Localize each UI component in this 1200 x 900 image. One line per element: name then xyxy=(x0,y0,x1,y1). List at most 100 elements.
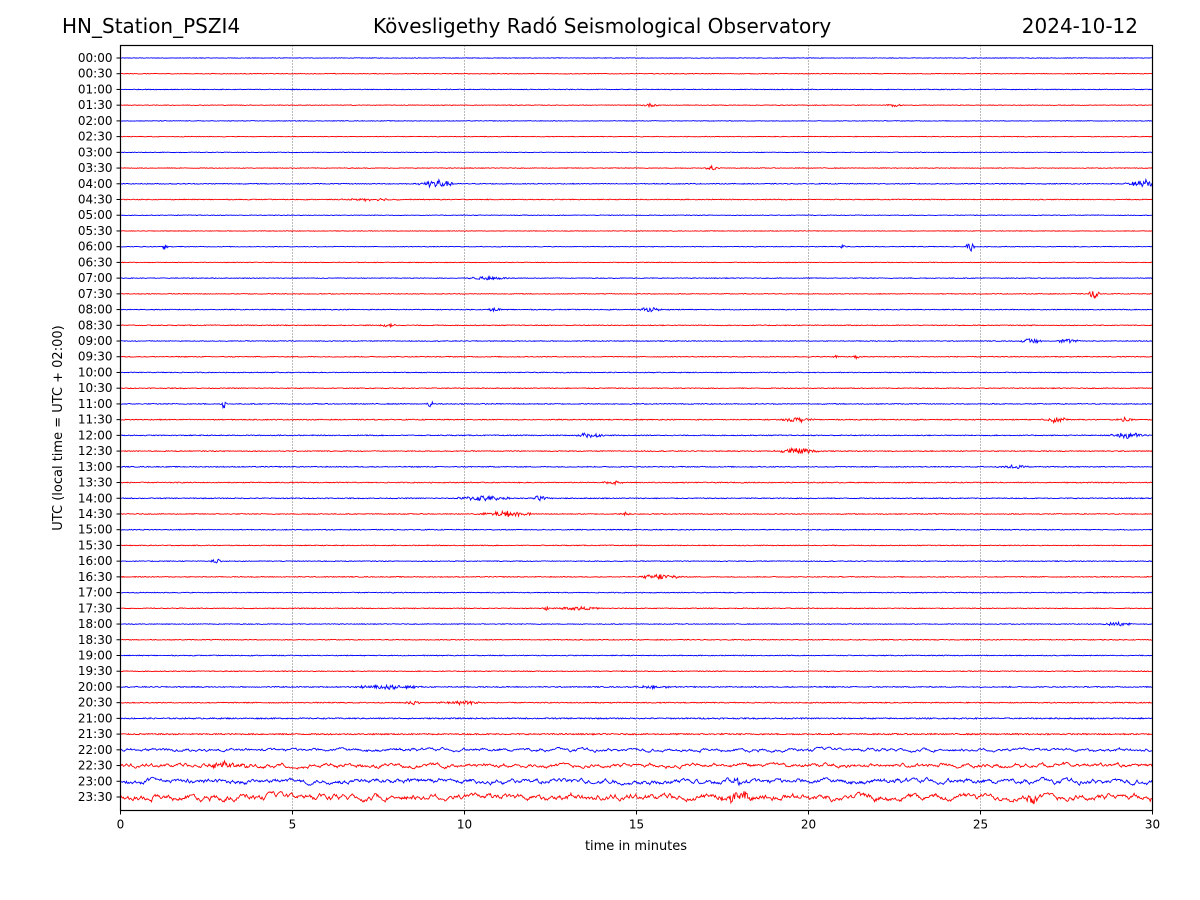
y-tick-label: 18:00 xyxy=(78,617,113,631)
y-tick-label: 11:30 xyxy=(78,413,113,427)
y-tick-label: 15:30 xyxy=(78,538,113,552)
trace-2300 xyxy=(120,776,1153,787)
y-tick-label: 22:30 xyxy=(78,759,113,773)
y-tick-label: 03:30 xyxy=(78,161,113,175)
x-tick-label: 25 xyxy=(973,818,988,832)
trace-1330 xyxy=(120,480,1153,487)
trace-2030 xyxy=(120,699,1153,707)
trace-1630 xyxy=(120,573,1153,581)
trace-0900 xyxy=(120,338,1153,344)
y-tick-label: 13:00 xyxy=(78,460,113,474)
trace-2200 xyxy=(120,746,1153,754)
x-tick-label: 0 xyxy=(117,818,125,832)
y-tick-label: 11:00 xyxy=(78,397,113,411)
y-tick-label: 13:30 xyxy=(78,476,113,490)
y-tick-label: 12:00 xyxy=(78,428,113,442)
x-axis-label: time in minutes xyxy=(585,839,687,854)
trace-0630 xyxy=(120,261,1153,264)
trace-2100 xyxy=(120,717,1153,720)
x-tick-label: 10 xyxy=(457,818,472,832)
trace-0700 xyxy=(120,275,1153,281)
trace-1230 xyxy=(120,446,1153,455)
grid-lines xyxy=(292,45,981,811)
y-tick-label: 21:30 xyxy=(78,727,113,741)
y-tick-label: 18:30 xyxy=(78,633,113,647)
trace-0800 xyxy=(120,306,1153,313)
trace-1100 xyxy=(120,400,1153,410)
trace-1800 xyxy=(120,620,1153,627)
trace-0230 xyxy=(120,135,1153,138)
trace-0000 xyxy=(120,57,1153,59)
y-tick-label: 01:30 xyxy=(78,98,113,112)
y-tick-label: 20:30 xyxy=(78,696,113,710)
trace-1600 xyxy=(120,558,1153,564)
trace-1430 xyxy=(120,509,1153,518)
y-tick-label: 14:00 xyxy=(78,491,113,505)
y-tick-label: 23:00 xyxy=(78,774,113,788)
y-tick-label: 04:30 xyxy=(78,193,113,207)
y-tick-label: 02:00 xyxy=(78,114,113,128)
y-tick-label: 00:30 xyxy=(78,67,113,81)
y-tick-label: 23:30 xyxy=(78,790,113,804)
y-tick-label: 08:30 xyxy=(78,318,113,332)
chart-title: Kövesligethy Radó Seismological Observat… xyxy=(373,14,832,38)
trace-1400 xyxy=(120,495,1153,502)
trace-0400 xyxy=(120,177,1153,189)
x-tick-label: 20 xyxy=(801,818,816,832)
y-tick-label: 06:30 xyxy=(78,255,113,269)
trace-1030 xyxy=(120,387,1153,390)
trace-2330 xyxy=(120,790,1153,805)
y-tick-label: 02:30 xyxy=(78,130,113,144)
trace-0200 xyxy=(120,120,1153,122)
y-tick-label: 01:00 xyxy=(78,82,113,96)
trace-0330 xyxy=(120,164,1153,171)
y-tick-label: 17:00 xyxy=(78,586,113,600)
y-tick-label: 10:00 xyxy=(78,365,113,379)
trace-1930 xyxy=(120,670,1153,673)
trace-1130 xyxy=(120,416,1153,425)
trace-1300 xyxy=(120,464,1153,469)
y-tick-label: 04:00 xyxy=(78,177,113,191)
trace-0530 xyxy=(120,230,1153,232)
trace-0930 xyxy=(120,354,1153,361)
trace-1500 xyxy=(120,528,1153,531)
trace-0100 xyxy=(120,88,1153,91)
trace-1200 xyxy=(120,432,1153,440)
trace-2230 xyxy=(120,759,1153,770)
y-tick-label: 19:00 xyxy=(78,648,113,662)
trace-1900 xyxy=(120,654,1153,657)
y-tick-label: 06:00 xyxy=(78,240,113,254)
y-tick-label: 07:30 xyxy=(78,287,113,301)
trace-0030 xyxy=(120,72,1153,75)
y-tick-label: 16:30 xyxy=(78,570,113,584)
trace-0600 xyxy=(120,242,1153,253)
x-tick-label: 5 xyxy=(289,818,297,832)
station-name: HN_Station_PSZI4 xyxy=(62,14,241,38)
trace-0730 xyxy=(120,291,1153,300)
y-tick-label: 10:30 xyxy=(78,381,113,395)
trace-0300 xyxy=(120,151,1153,154)
y-tick-label: 17:30 xyxy=(78,601,113,615)
chart-date: 2024-10-12 xyxy=(1021,14,1138,38)
trace-1530 xyxy=(120,544,1153,547)
trace-1730 xyxy=(120,605,1153,612)
trace-1000 xyxy=(120,371,1153,374)
y-axis-label: UTC (local time = UTC + 02:00) xyxy=(51,325,66,530)
trace-1830 xyxy=(120,638,1153,641)
y-tick-label: 14:30 xyxy=(78,507,113,521)
y-tick-label: 03:00 xyxy=(78,145,113,159)
trace-2130 xyxy=(120,732,1153,736)
x-axis: 0 5 10 15 20 25 30 xyxy=(117,810,1160,832)
y-tick-label: 15:00 xyxy=(78,523,113,537)
y-tick-label: 00:00 xyxy=(78,51,113,65)
trace-1700 xyxy=(120,591,1153,594)
y-tick-label: 19:30 xyxy=(78,664,113,678)
x-tick-label: 30 xyxy=(1145,818,1160,832)
trace-0500 xyxy=(120,214,1153,217)
x-tick-label: 15 xyxy=(629,818,644,832)
y-tick-label: 12:30 xyxy=(78,444,113,458)
y-tick-label: 08:00 xyxy=(78,303,113,317)
y-tick-label: 22:00 xyxy=(78,743,113,757)
